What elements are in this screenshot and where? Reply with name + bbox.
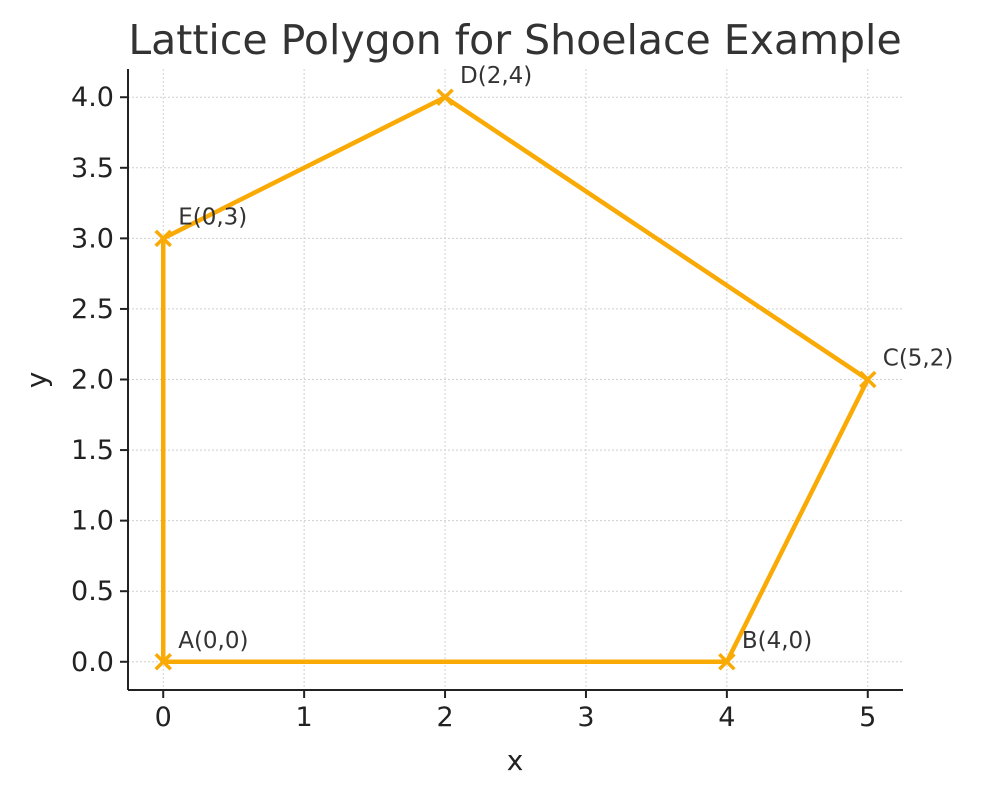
point-label: A(0,0) xyxy=(178,628,248,654)
y-ticks: 0.0 0.5 1.0 1.5 2.0 2.5 3.0 3.5 4.0 xyxy=(71,82,128,678)
y-tick-label: 2.5 xyxy=(71,294,114,325)
point-marker xyxy=(436,88,454,106)
x-tick-label: 1 xyxy=(296,702,313,733)
point-marker xyxy=(154,229,172,248)
x-tick-label: 0 xyxy=(155,702,172,733)
y-tick-label: 4.0 xyxy=(71,82,114,113)
point-marker xyxy=(859,370,877,389)
y-tick-label: 0.0 xyxy=(71,647,114,678)
polygon-line xyxy=(160,94,871,665)
point-label: E(0,3) xyxy=(178,204,247,230)
x-ticks: 0 1 2 3 4 5 xyxy=(155,690,876,733)
x-tick-label: 3 xyxy=(577,702,594,733)
x-tick-label: 5 xyxy=(859,702,876,733)
x-axis-label: x xyxy=(507,744,524,777)
x-tick-label: 2 xyxy=(436,702,453,733)
polygon-series xyxy=(154,88,877,671)
y-axis-label: y xyxy=(20,372,53,389)
y-tick-label: 2.0 xyxy=(71,365,114,396)
point-label: B(4,0) xyxy=(742,628,812,654)
point-label: C(5,2) xyxy=(883,346,954,372)
point-label: D(2,4) xyxy=(460,63,532,89)
point-labels: A(0,0) B(4,0) C(5,2) D(2,4) E(0,3) xyxy=(178,63,953,654)
y-tick-label: 3.5 xyxy=(71,153,114,184)
chart-title: Lattice Polygon for Shoelace Example xyxy=(128,16,901,64)
y-tick-label: 3.0 xyxy=(71,223,114,254)
y-tick-label: 0.5 xyxy=(71,576,114,607)
y-tick-label: 1.5 xyxy=(71,435,114,466)
point-marker xyxy=(154,653,172,671)
y-tick-label: 1.0 xyxy=(71,506,114,537)
x-tick-label: 4 xyxy=(718,702,735,733)
grid xyxy=(128,69,903,690)
point-marker xyxy=(718,653,736,671)
